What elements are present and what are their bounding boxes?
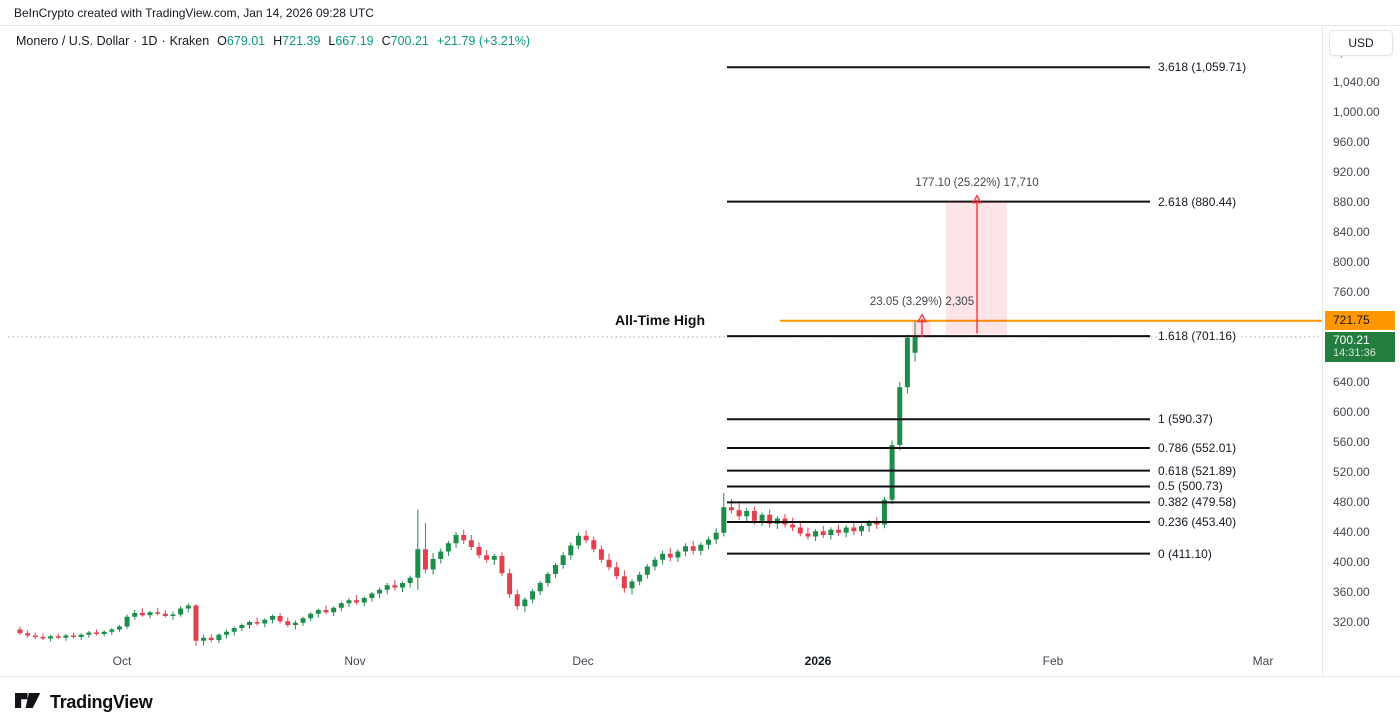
price-tick: 800.00 — [1333, 255, 1370, 269]
ohlc-low-label: L — [328, 34, 336, 48]
time-label-2026: 2026 — [804, 654, 832, 668]
symbol-title[interactable]: Monero / U.S. Dollar — [16, 34, 130, 48]
price-tick: 640.00 — [1333, 375, 1370, 389]
fib-label-0_618: 0.618 (521.89) — [1158, 462, 1240, 479]
price-tick: 960.00 — [1333, 135, 1370, 149]
chart-legend[interactable]: Monero / U.S. Dollar · 1D · Kraken O679.01 H72… — [16, 34, 530, 48]
ohlc-high-label: H — [273, 34, 283, 48]
price-tick: 320.00 — [1333, 615, 1370, 629]
price-tick: 480.00 — [1333, 495, 1370, 509]
price-tick: 840.00 — [1333, 225, 1370, 239]
price-tick: 880.00 — [1333, 195, 1370, 209]
price-tick: 360.00 — [1333, 585, 1370, 599]
fib-label-1_618: 1.618 (701.16) — [1158, 328, 1240, 345]
fib-label-0: 0 (411.10) — [1158, 545, 1215, 562]
fib-label-0_382: 0.382 (479.58) — [1158, 494, 1240, 511]
interval-label[interactable]: 1D — [141, 34, 158, 48]
fib-label-3_618: 3.618 (1,059.71) — [1158, 59, 1250, 76]
legend-separator: · — [133, 34, 138, 48]
time-label-feb: Feb — [1042, 654, 1064, 668]
ohlc-low-value: 667.19 — [335, 34, 374, 48]
fib-label-0_786: 0.786 (552.01) — [1158, 439, 1240, 456]
ohlc-open-value: 679.01 — [226, 34, 266, 48]
ohlc-close-label: C — [381, 34, 391, 48]
ohlc-high-value: 721.39 — [282, 34, 321, 48]
ath-line-label: All-Time High — [615, 311, 705, 328]
change-value: +21.79 (+3.21%) — [436, 34, 530, 48]
tradingview-wordmark[interactable]: TradingView — [50, 691, 153, 712]
price-tick: 520.00 — [1333, 465, 1370, 479]
price-tick: 760.00 — [1333, 285, 1370, 299]
price-tick: 1,000.00 — [1333, 105, 1380, 119]
tradingview-logo-icon[interactable] — [14, 688, 41, 717]
last-price-value: 700.21 — [1333, 332, 1370, 347]
price-tick: 560.00 — [1333, 435, 1370, 449]
last-price-badge: 700.21 14:31:36 — [1325, 331, 1395, 362]
footer: TradingView — [14, 688, 153, 717]
fib-label-0_5: 0.5 (500.73) — [1158, 478, 1226, 495]
price-tick: 920.00 — [1333, 165, 1370, 179]
price-scale[interactable]: USD 1,080.001,040.001,000.00960.00920.00… — [1322, 26, 1400, 676]
price-tick: 1,040.00 — [1333, 75, 1380, 89]
attribution-text: BeInCrypto created with TradingView.com,… — [0, 0, 1400, 26]
fib-label-2_618: 2.618 (880.44) — [1158, 193, 1240, 210]
ath-price-badge: 721.75 — [1325, 311, 1395, 331]
currency-button[interactable]: USD — [1329, 30, 1393, 56]
exchange-label: Kraken — [169, 34, 210, 48]
projection-label: 177.10 (25.22%) 17,710 — [915, 176, 1039, 189]
fib-label-0_236: 0.236 (453.40) — [1158, 513, 1240, 530]
time-label-dec: Dec — [572, 654, 594, 668]
chart-bottom-border — [0, 676, 1400, 677]
time-axis[interactable]: Oct Nov Dec 2026 Feb Mar — [0, 650, 1322, 676]
time-label-oct: Oct — [112, 654, 132, 668]
price-tick: 600.00 — [1333, 405, 1370, 419]
legend-separator: · — [161, 34, 166, 48]
projection-label: 23.05 (3.29%) 2,305 — [869, 295, 975, 308]
time-label-nov: Nov — [344, 654, 366, 668]
bar-countdown: 14:31:36 — [1333, 346, 1376, 359]
ohlc-open-label: O — [217, 34, 227, 48]
price-tick: 440.00 — [1333, 525, 1370, 539]
fib-label-1: 1 (590.37) — [1158, 411, 1216, 428]
time-label-mar: Mar — [1252, 654, 1274, 668]
ohlc-close-value: 700.21 — [390, 34, 429, 48]
price-tick: 400.00 — [1333, 555, 1370, 569]
